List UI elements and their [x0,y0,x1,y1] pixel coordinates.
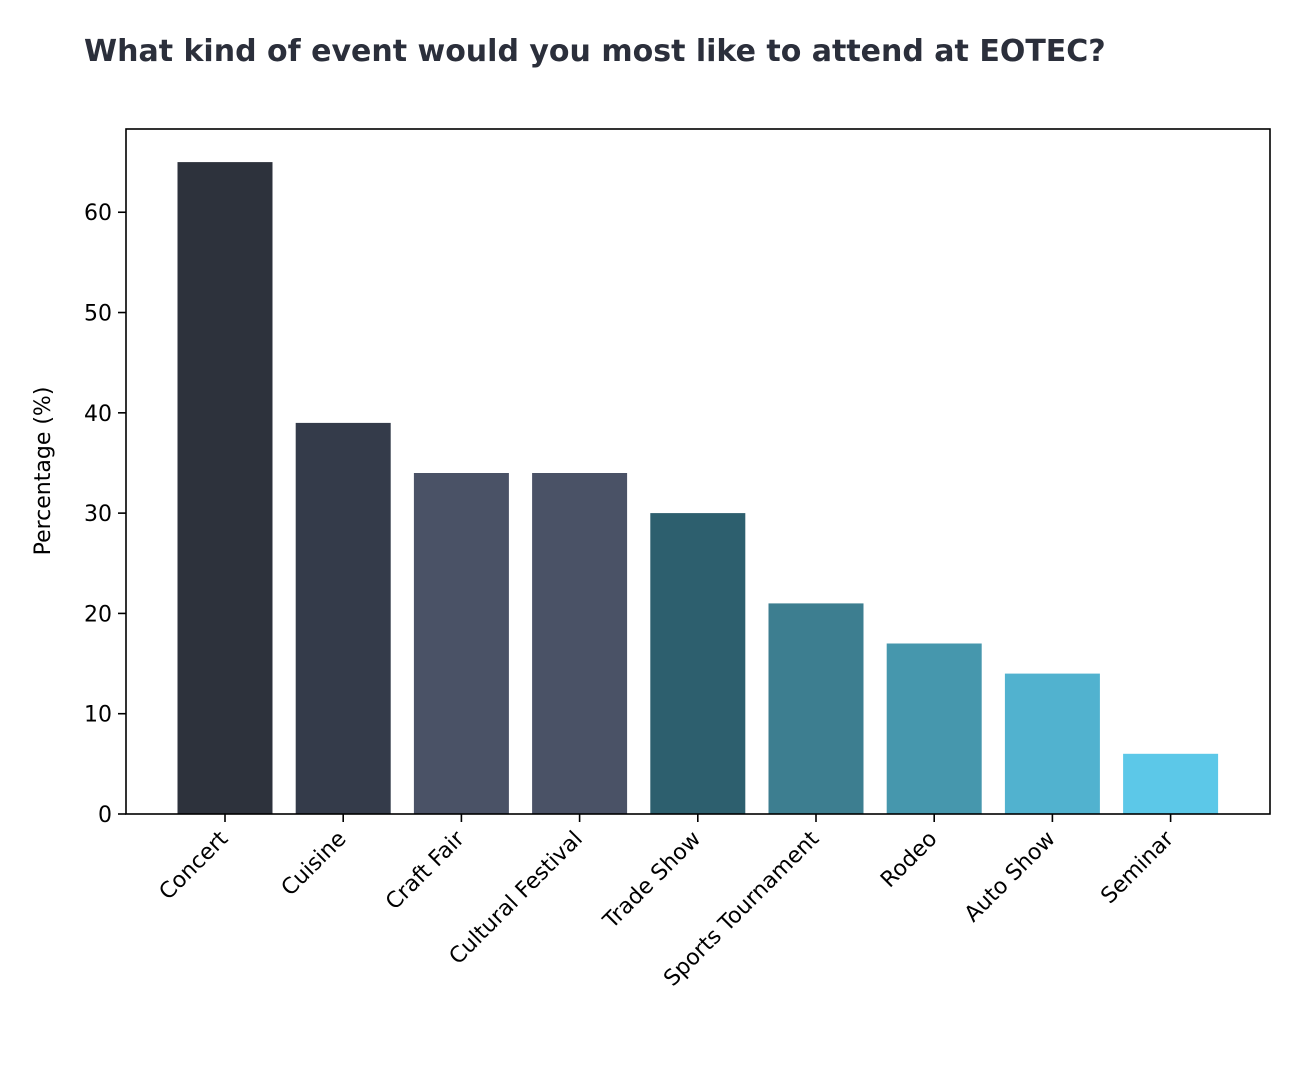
bar-auto-show [1004,673,1100,814]
y-axis: 0 10 20 30 40 50 60 [84,201,126,828]
bar-trade-show [650,513,746,814]
bar-cultural-festival [532,473,628,814]
y-tick-label: 30 [84,502,112,527]
bar-craft-fair [413,473,509,814]
x-tick-label: Cuisine [277,827,352,902]
bars-layer [177,162,1219,815]
y-tick-label: 20 [84,602,112,627]
x-tick-label: Craft Fair [381,826,470,915]
chart-title: What kind of event would you most like t… [84,34,1106,69]
bar-concert [177,162,273,815]
x-tick-label: Seminar [1096,826,1179,909]
bar-cuisine [295,422,391,814]
y-axis-label: Percentage (%) [31,387,56,556]
y-tick-label: 50 [84,302,112,327]
x-tick-label: Rodeo [876,827,942,893]
y-tick-label: 10 [84,703,112,728]
bar-sports-tournament [768,603,864,814]
bar-seminar [1123,753,1219,814]
x-tick-label: Cultural Festival [445,827,588,970]
x-tick-label: Concert [155,826,234,905]
y-tick-label: 0 [98,803,112,828]
x-tick-label: Auto Show [960,827,1061,928]
y-tick-label: 60 [84,201,112,226]
x-tick-label: Trade Show [598,827,706,935]
y-tick-label: 40 [84,402,112,427]
bar-rodeo [886,643,982,814]
